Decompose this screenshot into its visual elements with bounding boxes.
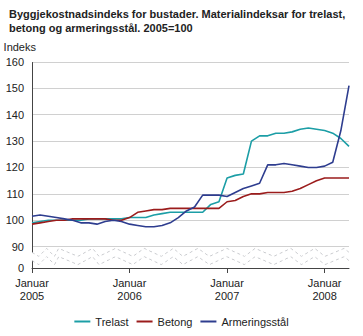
- svg-text:130: 130: [6, 135, 24, 147]
- svg-text:120: 120: [6, 161, 24, 173]
- svg-text:0: 0: [18, 262, 24, 274]
- svg-text:Januar: Januar: [308, 277, 342, 289]
- svg-text:110: 110: [6, 188, 24, 200]
- svg-text:2007: 2007: [215, 290, 239, 302]
- svg-text:Januar: Januar: [113, 277, 147, 289]
- svg-text:Armeringsstål: Armeringsstål: [221, 316, 288, 328]
- svg-text:betong og armeringsstål. 2005=: betong og armeringsstål. 2005=100: [9, 22, 193, 34]
- svg-text:2005: 2005: [20, 290, 44, 302]
- svg-text:Betong: Betong: [158, 316, 193, 328]
- svg-text:Januar: Januar: [15, 277, 49, 289]
- svg-text:100: 100: [6, 214, 24, 226]
- svg-text:150: 150: [6, 82, 24, 94]
- svg-text:Byggjekostnadsindeks for busta: Byggjekostnadsindeks for bustader. Mater…: [9, 8, 348, 20]
- svg-text:2006: 2006: [117, 290, 141, 302]
- svg-text:Januar: Januar: [210, 277, 244, 289]
- svg-text:160: 160: [6, 56, 24, 68]
- svg-text:Trelast: Trelast: [95, 316, 128, 328]
- svg-text:140: 140: [6, 109, 24, 121]
- svg-text:Indeks: Indeks: [4, 41, 37, 53]
- svg-text:90: 90: [12, 241, 24, 253]
- svg-text:2008: 2008: [312, 290, 336, 302]
